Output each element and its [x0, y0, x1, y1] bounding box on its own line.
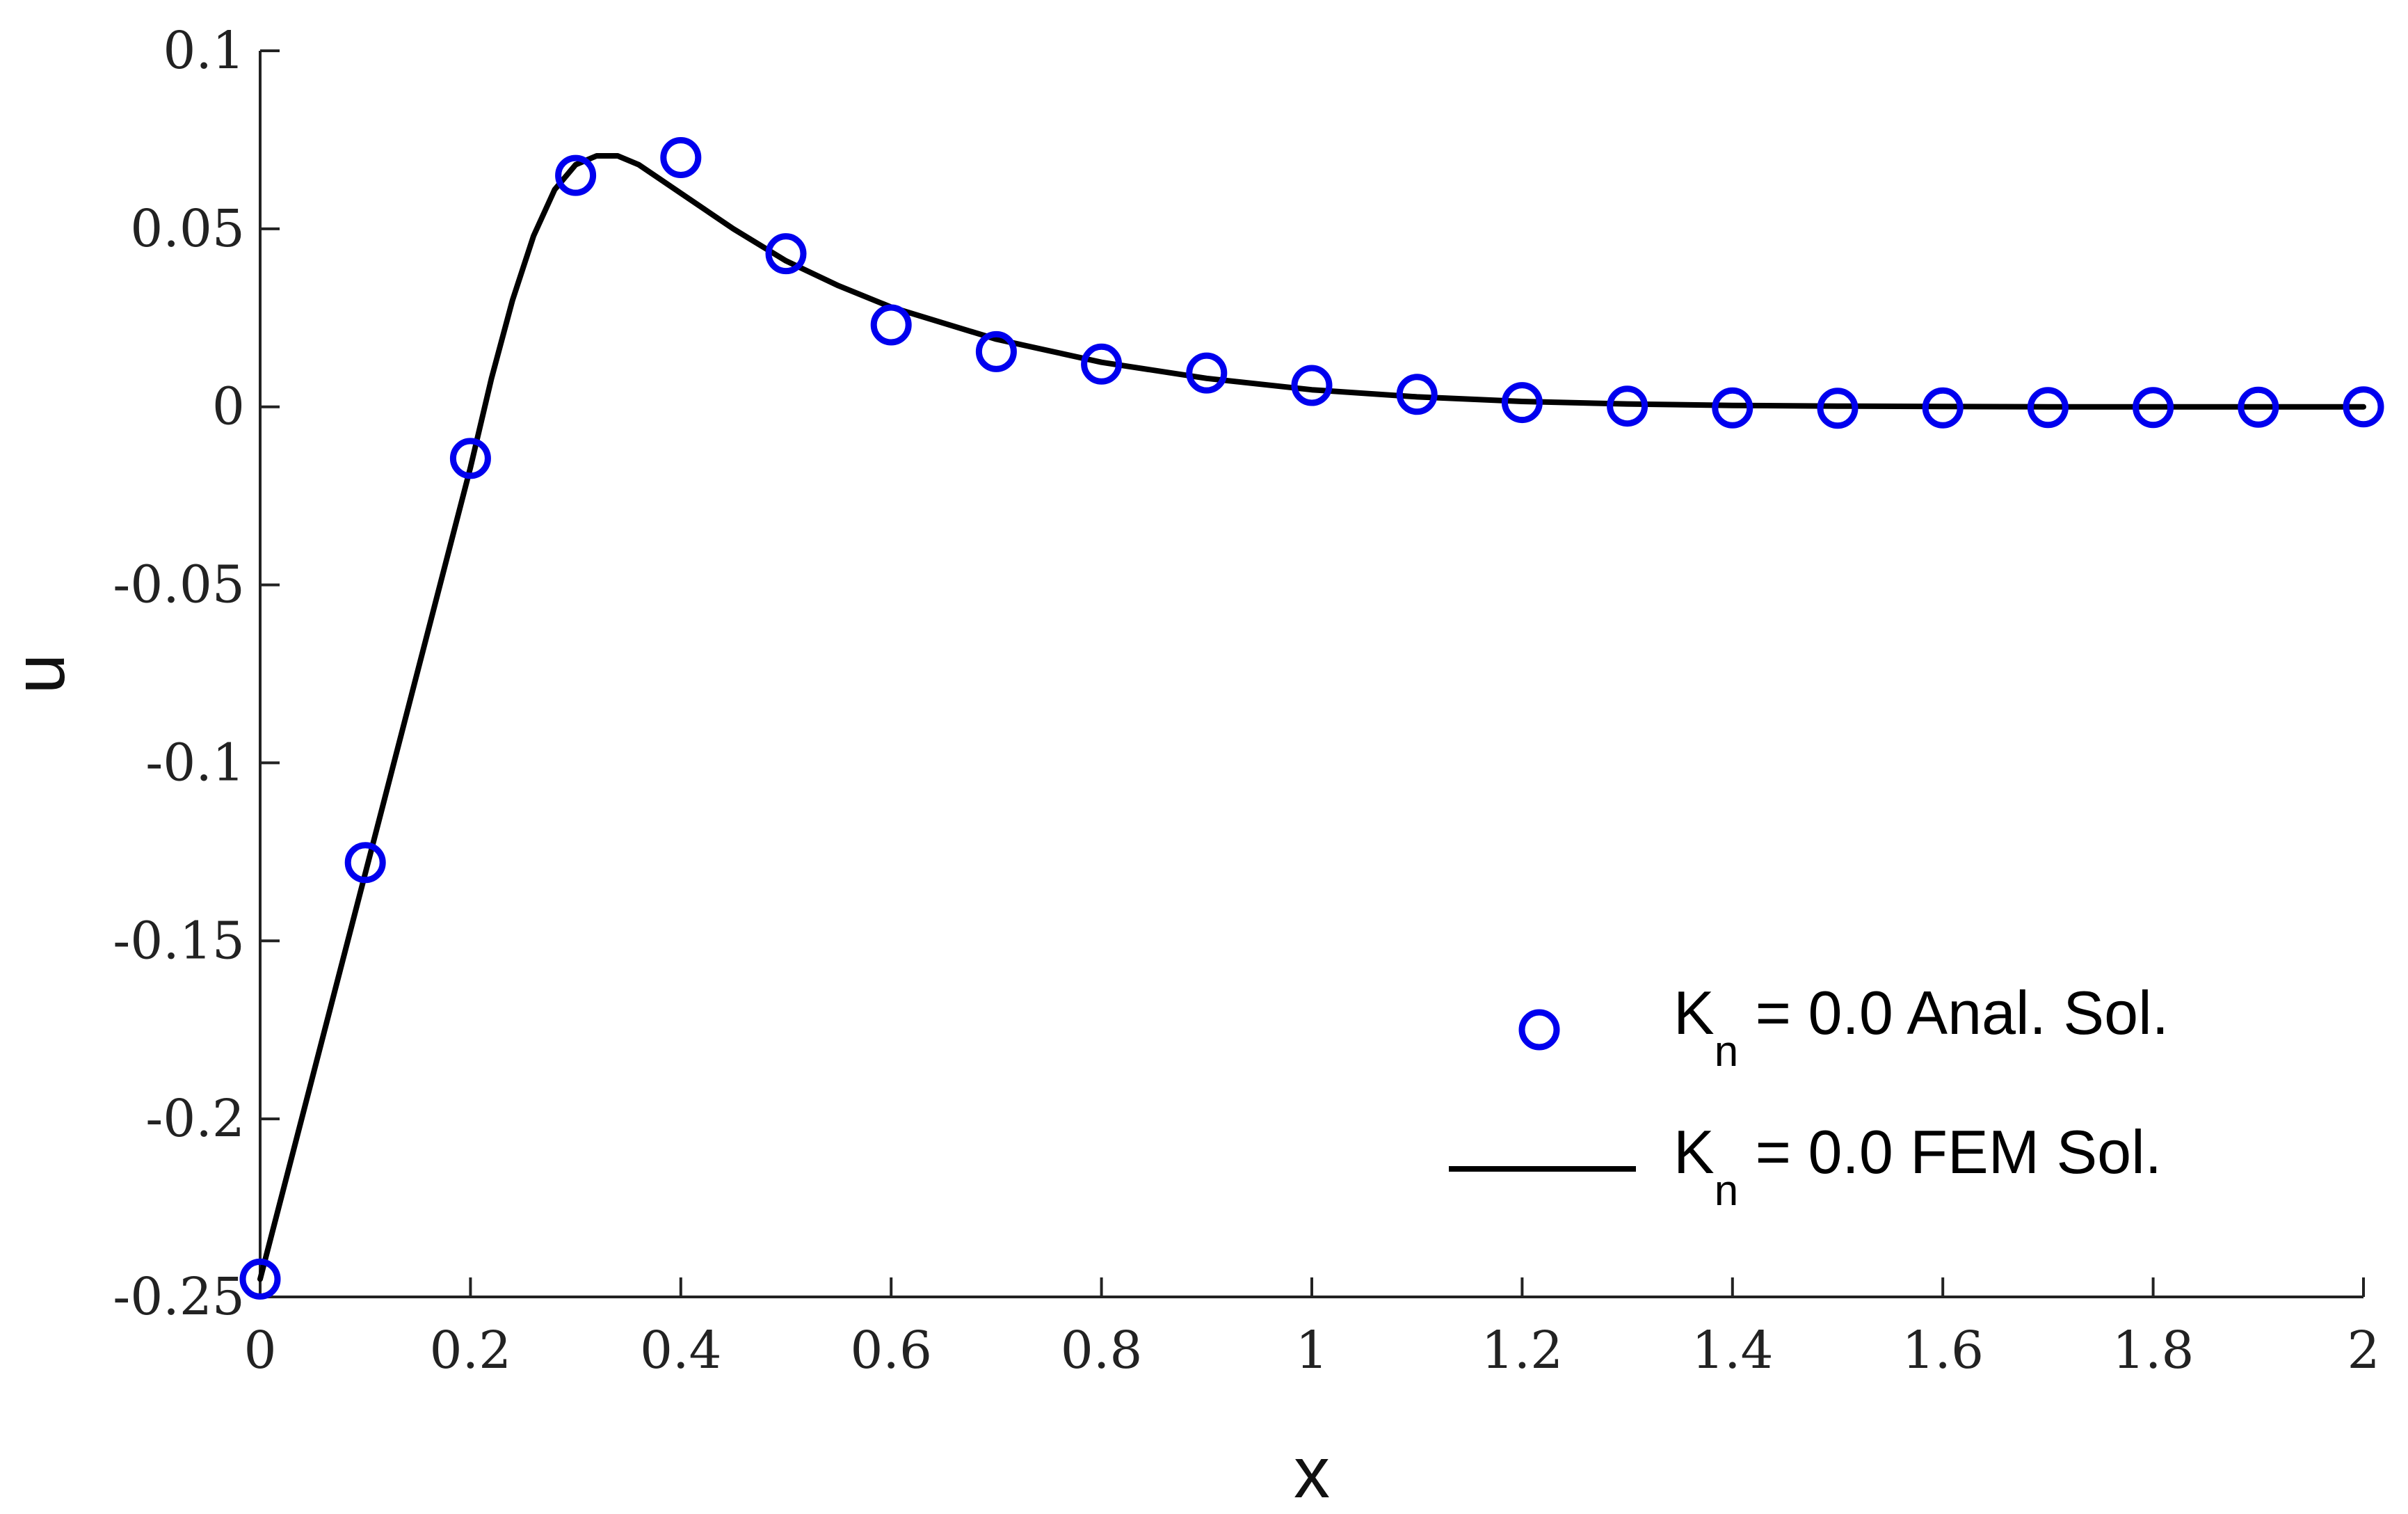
y-tick-label: 0: [212, 377, 245, 437]
data-point-marker: [1922, 387, 1964, 429]
data-point-marker: [765, 233, 807, 275]
data-point-marker: [2133, 387, 2174, 429]
data-point-marker: [1081, 343, 1123, 385]
data-point-marker: [1817, 388, 1859, 429]
data-point-marker: [555, 154, 597, 196]
data-point-marker: [660, 137, 702, 179]
x-tick-label: 0: [243, 1321, 276, 1380]
data-point-marker: [1712, 387, 1753, 429]
x-tick-label: 1.6: [1902, 1321, 1984, 1380]
x-tick-label: 1.4: [1692, 1321, 1774, 1380]
data-point-marker: [2238, 386, 2279, 428]
x-tick-label: 0.6: [850, 1321, 932, 1380]
y-tick-label: -0.15: [113, 911, 245, 971]
legend-label: Kn = 0.0 FEM Sol.: [1673, 1117, 2162, 1215]
y-tick-label: -0.2: [145, 1089, 245, 1149]
data-point-marker: [870, 304, 912, 346]
x-tick-label: 2: [2347, 1321, 2379, 1380]
y-axis-label: u: [0, 654, 80, 694]
data-point-marker: [975, 330, 1017, 372]
y-tick-label: 0.1: [163, 21, 245, 81]
data-point-marker: [344, 842, 386, 884]
tick-marks: 0 0.2 0.4 0.6 0.8 1 1.2 1.4 1.6 1.8 2 -0.25 -0.2 -0.1…: [113, 21, 2379, 1380]
data-point-marker: [1607, 385, 1648, 427]
legend-label: Kn = 0.0 Anal. Sol.: [1673, 978, 2169, 1076]
x-tick-label: 1.8: [2112, 1321, 2194, 1380]
series-line: [257, 153, 2366, 1282]
y-tick-label: -0.1: [145, 733, 245, 792]
x-axis-label: x: [1294, 1433, 1330, 1513]
x-tick-label: 0.2: [430, 1321, 512, 1380]
x-tick-label: 0.4: [640, 1321, 722, 1380]
y-tick-label: -0.05: [113, 555, 245, 615]
data-point-marker: [239, 1258, 281, 1300]
data-point-marker: [1186, 352, 1228, 394]
x-tick-label: 0.8: [1061, 1321, 1143, 1380]
data-point-marker: [1501, 382, 1543, 424]
y-tick-label: 0.05: [130, 199, 245, 259]
series-layer: [239, 137, 2384, 1300]
data-point-marker: [1396, 374, 1438, 415]
legend-entry: Kn = 0.0 FEM Sol.: [1449, 1117, 2162, 1215]
legend-marker: [1518, 1009, 1560, 1051]
legend-entry: Kn = 0.0 Anal. Sol.: [1518, 978, 2169, 1076]
x-tick-label: 1: [1295, 1321, 1328, 1380]
legend: Kn = 0.0 Anal. Sol. Kn = 0.0 FEM Sol.: [1449, 978, 2169, 1215]
x-tick-label: 1.2: [1482, 1321, 1564, 1380]
data-point-marker: [2343, 386, 2384, 428]
data-point-marker: [1291, 365, 1333, 406]
data-point-marker: [449, 438, 491, 479]
data-point-marker: [2027, 387, 2069, 429]
y-tick-label: -0.25: [113, 1267, 245, 1327]
